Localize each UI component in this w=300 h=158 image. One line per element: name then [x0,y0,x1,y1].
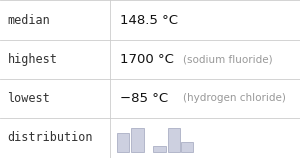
Text: highest: highest [8,53,57,66]
Text: (hydrogen chloride): (hydrogen chloride) [183,93,286,103]
Text: (sodium fluoride): (sodium fluoride) [183,55,273,65]
Text: distribution: distribution [8,131,93,144]
Text: −85 °C: −85 °C [120,92,168,105]
Bar [131,128,144,152]
Text: lowest: lowest [8,92,50,105]
Bar [117,133,129,152]
Bar [153,146,166,152]
Text: 1700 °C: 1700 °C [120,53,174,66]
Bar [181,142,193,152]
Text: median: median [8,14,50,27]
Bar [168,128,180,152]
Text: 148.5 °C: 148.5 °C [120,14,178,27]
